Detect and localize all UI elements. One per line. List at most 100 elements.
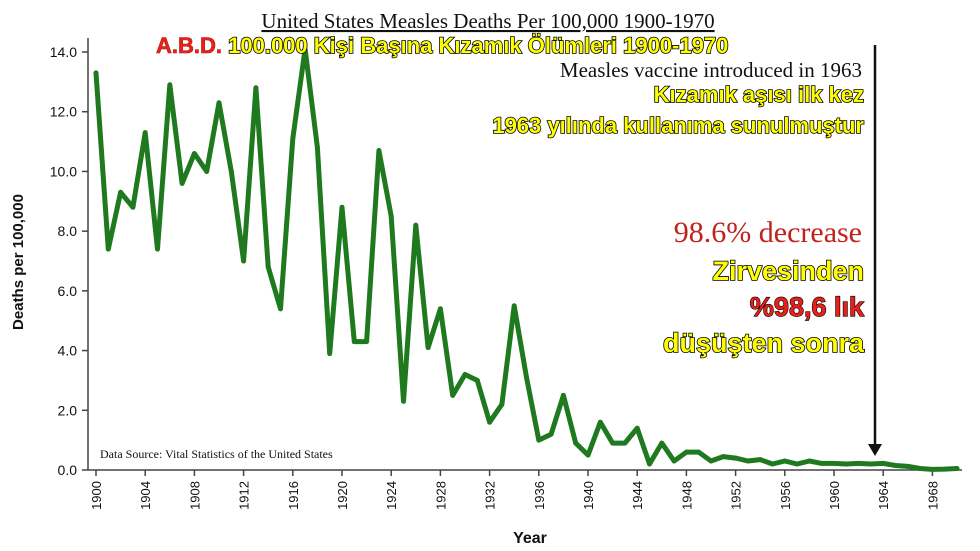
- data-point-1951: [720, 454, 726, 459]
- data-point-1933: [499, 401, 505, 407]
- x-tick-label: 1952: [729, 481, 744, 510]
- data-point-1926: [413, 222, 419, 228]
- vaccine-arrow-head: [868, 444, 882, 456]
- data-point-1940: [585, 452, 591, 458]
- x-ticks: 1900 1904 1908 1912 1916 1920 1924 1928 1932 1936…: [89, 470, 940, 510]
- data-point-1932: [487, 419, 492, 425]
- x-tick-label: 1936: [532, 481, 547, 510]
- y-tick-label: 10.0: [50, 163, 77, 179]
- x-tick-label: 1960: [827, 481, 842, 510]
- data-point-1912: [241, 258, 247, 264]
- data-point-1900: [93, 70, 99, 76]
- data-point-1906: [167, 82, 173, 88]
- data-source-note: Data Source: Vital Statistics of the Uni…: [100, 447, 333, 461]
- data-point-1970: [954, 466, 960, 471]
- x-tick-label: 1916: [286, 481, 301, 510]
- overlay-title-prefix: A.B.D.: [156, 33, 223, 59]
- data-point-1963: [868, 461, 874, 467]
- data-point-1952: [733, 455, 738, 461]
- data-point-1955: [770, 461, 775, 467]
- x-tick-label: 1904: [138, 481, 153, 510]
- data-point-1948: [684, 449, 689, 455]
- overlay-vaccine-line2: 1963 yılında kullanıma sunulmuştur: [492, 112, 865, 139]
- x-tick-label: 1968: [925, 481, 940, 510]
- x-tick-label: 1956: [778, 481, 793, 510]
- data-point-1936: [536, 437, 542, 443]
- data-point-1945: [647, 461, 652, 467]
- y-tick-label: 14.0: [50, 44, 77, 60]
- data-point-1903: [130, 204, 136, 210]
- x-tick-label: 1912: [237, 481, 252, 510]
- data-point-1946: [659, 440, 665, 446]
- x-tick-label: 1900: [89, 481, 104, 510]
- data-point-1927: [425, 345, 431, 350]
- data-point-1928: [438, 306, 443, 312]
- data-point-1958: [807, 458, 812, 464]
- data-point-1921: [351, 339, 357, 345]
- data-point-1949: [696, 449, 702, 455]
- data-point-1942: [610, 440, 615, 446]
- overlay-vaccine-line1: Kızamık aşısı ilk kez: [653, 81, 865, 108]
- data-point-1953: [745, 458, 751, 464]
- data-point-1911: [228, 169, 234, 174]
- data-point-1962: [856, 461, 861, 466]
- vaccine-annotation: Measles vaccine introduced in 1963: [560, 58, 862, 82]
- x-tick-label: 1920: [335, 481, 350, 510]
- data-point-1941: [597, 419, 603, 425]
- data-point-1909: [204, 169, 210, 174]
- y-tick-label: 2.0: [58, 402, 78, 418]
- data-point-1914: [265, 264, 271, 270]
- data-point-1967: [917, 466, 923, 471]
- x-tick-label: 1964: [876, 481, 891, 510]
- data-point-1961: [843, 461, 849, 467]
- x-axis-label: Year: [513, 530, 547, 547]
- data-point-1931: [474, 378, 480, 383]
- data-point-1930: [462, 372, 468, 377]
- data-point-1950: [708, 458, 714, 464]
- y-tick-label: 8.0: [58, 223, 78, 239]
- data-point-1966: [905, 464, 911, 469]
- chart-axes: [87, 38, 962, 471]
- data-point-1969: [942, 466, 948, 472]
- x-tick-label: 1928: [433, 481, 448, 510]
- data-point-1901: [105, 246, 111, 252]
- y-tick-label: 4.0: [58, 343, 78, 359]
- data-point-1939: [573, 440, 579, 446]
- data-point-1905: [155, 246, 160, 252]
- x-tick-label: 1948: [679, 481, 694, 510]
- x-tick-label: 1924: [384, 481, 399, 510]
- data-point-1957: [794, 461, 800, 467]
- data-point-1915: [278, 306, 283, 312]
- x-tick-label: 1908: [187, 481, 202, 510]
- y-ticks: 0.0 2.0 4.0 6.0 8.0 10.0 12.0 14.0: [50, 44, 88, 478]
- data-points: [93, 46, 960, 472]
- data-point-1913: [253, 85, 259, 91]
- x-tick-label: 1932: [483, 481, 498, 510]
- y-tick-label: 12.0: [50, 104, 77, 120]
- y-axis-label: Deaths per 100,000: [10, 194, 27, 330]
- data-point-1910: [216, 100, 222, 106]
- data-point-1922: [364, 339, 369, 345]
- data-point-1965: [893, 463, 898, 468]
- data-point-1908: [192, 151, 197, 156]
- data-point-1919: [327, 351, 333, 356]
- data-point-1954: [757, 457, 763, 462]
- data-point-1907: [179, 180, 185, 186]
- overlay-decrease-line3: düşüşten sonra: [662, 327, 865, 359]
- data-point-1935: [524, 375, 529, 380]
- data-point-1929: [450, 392, 456, 398]
- data-point-1916: [290, 136, 296, 141]
- data-point-1947: [671, 458, 677, 464]
- data-point-1956: [782, 458, 788, 464]
- data-point-1924: [388, 213, 394, 219]
- y-tick-label: 6.0: [58, 283, 78, 299]
- data-point-1938: [561, 392, 566, 398]
- data-point-1944: [634, 425, 640, 431]
- data-point-1904: [142, 130, 148, 136]
- data-point-1959: [819, 461, 825, 466]
- data-point-1923: [376, 148, 382, 153]
- data-point-1925: [401, 398, 406, 404]
- overlay-title-rest: 100.000 Kişi Başına Kızamık Ölümleri 190…: [227, 32, 729, 59]
- data-point-1937: [548, 431, 554, 437]
- data-point-1920: [339, 204, 345, 210]
